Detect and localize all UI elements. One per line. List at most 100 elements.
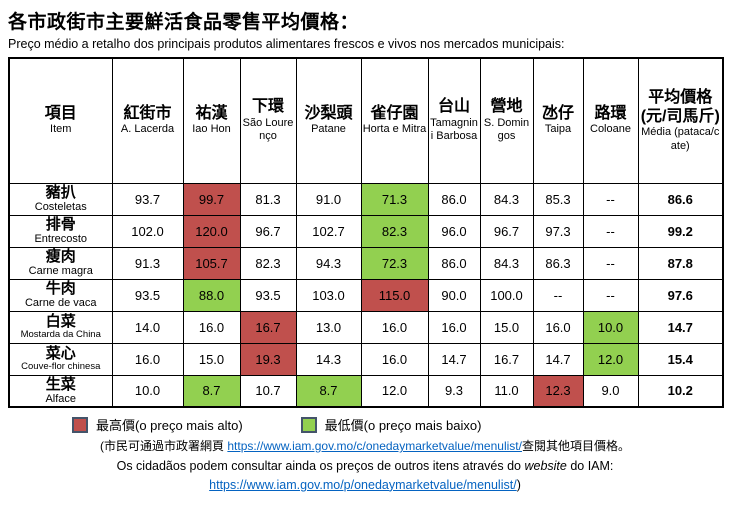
footer: (市民可通過市政署網頁 https://www.iam.gov.mo/c/one… bbox=[8, 437, 722, 495]
market-column-header-7: 氹仔 Taipa bbox=[532, 57, 584, 184]
price-cell: 86.3 bbox=[532, 246, 584, 280]
row-label-zh: 牛肉 bbox=[45, 280, 76, 298]
price-cell: 96.0 bbox=[427, 214, 481, 248]
table-row-5: 菜心 Couve-flor chinesa 16.0 15.0 19.3 14.3 16.0… bbox=[8, 342, 724, 376]
price-cell: 10.7 bbox=[239, 374, 297, 408]
price-cell: 16.0 bbox=[360, 310, 429, 344]
price-cell: 8.7 bbox=[182, 374, 241, 408]
price-cell: 91.3 bbox=[111, 246, 184, 280]
price-cell: 86.0 bbox=[427, 246, 481, 280]
footer-closing-paren: ) bbox=[516, 477, 521, 492]
market-column-header-3-sub: Patane bbox=[311, 123, 346, 136]
market-column-header-5: 台山 Tamagnini Barbosa bbox=[427, 57, 481, 184]
average-column-header-sub: Média (pataca/cate) bbox=[641, 126, 720, 152]
price-cell: 120.0 bbox=[182, 214, 241, 248]
price-cell: 72.3 bbox=[360, 246, 429, 280]
market-column-header-4-sub: Horta e Mitra bbox=[362, 123, 427, 136]
price-cell: 12.0 bbox=[360, 374, 429, 408]
price-cell: 14.7 bbox=[532, 342, 584, 376]
item-column-header-sub: Item bbox=[50, 123, 72, 136]
page-subtitle: Preço médio a retalho dos principais pro… bbox=[8, 37, 565, 51]
price-cell: 90.0 bbox=[427, 278, 481, 312]
item-column-header-zh: 項目 bbox=[44, 105, 77, 123]
price-cell: -- bbox=[582, 214, 639, 248]
price-cell: 115.0 bbox=[360, 278, 429, 312]
market-column-header-2: 下環 São Lourenço bbox=[239, 57, 297, 184]
price-cell: 93.5 bbox=[239, 278, 297, 312]
market-column-header-6: 營地 S. Domingos bbox=[479, 57, 534, 184]
row-label-zh: 豬扒 bbox=[45, 184, 76, 202]
price-cell: 15.0 bbox=[479, 310, 534, 344]
price-cell: 10.0 bbox=[582, 310, 639, 344]
row-label-pt: Carne magra bbox=[28, 265, 93, 278]
price-cell: 13.0 bbox=[295, 310, 362, 344]
price-cell: 11.0 bbox=[479, 374, 534, 408]
price-cell: 16.0 bbox=[360, 342, 429, 376]
average-price-cell: 99.2 bbox=[637, 214, 724, 248]
price-cell: 9.3 bbox=[427, 374, 481, 408]
price-cell: 12.0 bbox=[582, 342, 639, 376]
row-label: 菜心 Couve-flor chinesa bbox=[8, 342, 113, 376]
price-cell: 96.7 bbox=[479, 214, 534, 248]
price-cell: 8.7 bbox=[295, 374, 362, 408]
price-cell: 71.3 bbox=[360, 182, 429, 216]
average-price-cell: 15.4 bbox=[637, 342, 724, 376]
market-column-header-8-sub: Coloane bbox=[590, 123, 631, 136]
average-price-cell: 14.7 bbox=[637, 310, 724, 344]
price-cell: 84.3 bbox=[479, 246, 534, 280]
row-label: 生菜 Alface bbox=[8, 374, 113, 408]
price-cell: -- bbox=[532, 278, 584, 312]
row-label: 瘦肉 Carne magra bbox=[8, 246, 113, 280]
market-column-header-0-sub: A. Lacerda bbox=[120, 123, 175, 136]
item-column-header: 項目 Item bbox=[8, 57, 113, 184]
footer-zh-prefix: (市民可通過市政署網頁 bbox=[100, 439, 228, 453]
price-cell: 93.5 bbox=[111, 278, 184, 312]
footer-line-pt: Os cidadãos podem consultar ainda os pre… bbox=[8, 457, 722, 476]
market-column-header-1: 祐漢 Iao Hon bbox=[182, 57, 241, 184]
price-cell: 19.3 bbox=[239, 342, 297, 376]
price-cell: 102.0 bbox=[111, 214, 184, 248]
market-column-header-8: 路環 Coloane bbox=[582, 57, 639, 184]
price-cell: 88.0 bbox=[182, 278, 241, 312]
price-cell: 16.0 bbox=[182, 310, 241, 344]
market-column-header-2-zh: 下環 bbox=[251, 98, 284, 116]
price-cell: 85.3 bbox=[532, 182, 584, 216]
footer-line-link: https://www.iam.gov.mo/p/onedaymarketval… bbox=[8, 476, 722, 495]
market-column-header-3-zh: 沙梨頭 bbox=[304, 105, 353, 123]
price-cell: 9.0 bbox=[582, 374, 639, 408]
price-cell: -- bbox=[582, 246, 639, 280]
average-column-header: 平均價格(元/司馬斤) Média (pataca/cate) bbox=[637, 57, 724, 184]
legend-item-lowest: 最低價(o preço mais baixo) bbox=[300, 415, 482, 434]
average-price-cell: 87.8 bbox=[637, 246, 724, 280]
price-cell: -- bbox=[582, 182, 639, 216]
price-cell: 16.7 bbox=[239, 310, 297, 344]
price-cell: 14.0 bbox=[111, 310, 184, 344]
market-column-header-7-sub: Taipa bbox=[544, 123, 572, 136]
table-row-3: 牛肉 Carne de vaca 93.5 88.0 93.5 103.0 115.0 90.… bbox=[8, 278, 724, 312]
market-column-header-1-zh: 祐漢 bbox=[195, 105, 228, 123]
price-cell: 81.3 bbox=[239, 182, 297, 216]
price-cell: 100.0 bbox=[479, 278, 534, 312]
lowest-price-swatch-icon bbox=[300, 416, 317, 433]
footer-pt-post: do IAM: bbox=[566, 459, 614, 473]
legend: 最高價(o preço mais alto) 最低價(o preço mais … bbox=[72, 415, 722, 434]
price-cell: 103.0 bbox=[295, 278, 362, 312]
row-label-zh: 排骨 bbox=[45, 216, 76, 234]
market-column-header-2-sub: São Lourenço bbox=[242, 116, 294, 143]
table-row-1: 排骨 Entrecosto 102.0 120.0 96.7 102.7 82.3 96.0 9… bbox=[8, 214, 724, 248]
footer-line-zh: (市民可通過市政署網頁 https://www.iam.gov.mo/c/one… bbox=[8, 437, 722, 455]
legend-item-highest: 最高價(o preço mais alto) bbox=[72, 415, 243, 434]
price-cell: 16.0 bbox=[111, 342, 184, 376]
market-column-header-5-zh: 台山 bbox=[437, 98, 470, 116]
table-row-4: 白菜 Mostarda da China 14.0 16.0 16.7 13.0 16.0 1… bbox=[8, 310, 724, 344]
row-label: 排骨 Entrecosto bbox=[8, 214, 113, 248]
iam-menulist-link-pt[interactable]: https://www.iam.gov.mo/p/onedaymarketval… bbox=[209, 477, 517, 492]
legend-lowest-label: 最低價(o preço mais baixo) bbox=[324, 418, 482, 433]
footer-pt-pre: Os cidadãos podem consultar ainda os pre… bbox=[116, 459, 525, 473]
iam-menulist-link-zh[interactable]: https://www.iam.gov.mo/c/onedaymarketval… bbox=[227, 439, 522, 453]
price-cell: 99.7 bbox=[182, 182, 241, 216]
price-cell: 93.7 bbox=[111, 182, 184, 216]
header-row: 項目 Item 紅街市 A. Lacerda 祐漢 Iao Hon 下環 São Louren… bbox=[8, 57, 724, 184]
page: 各市政街市主要鮮活食品零售平均價格： Preço médio a retalho… bbox=[8, 12, 724, 495]
price-cell: 82.3 bbox=[239, 246, 297, 280]
